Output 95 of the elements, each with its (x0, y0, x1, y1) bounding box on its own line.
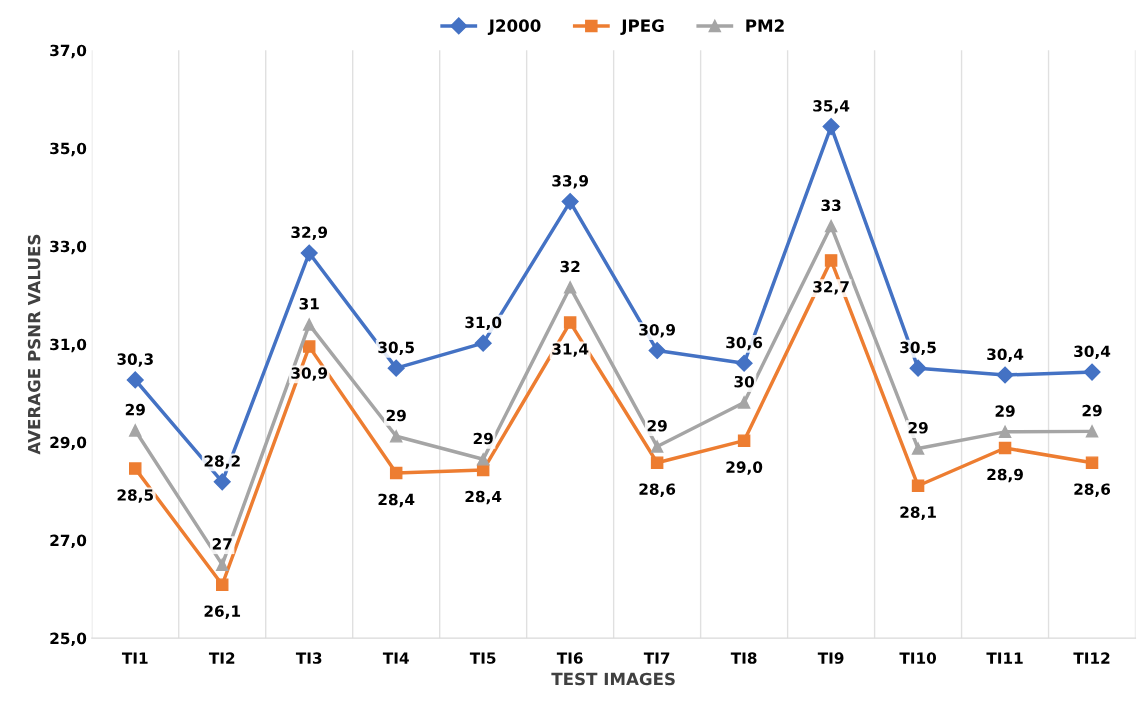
data-label: 29 (1082, 404, 1102, 417)
point (389, 466, 403, 480)
point (213, 473, 231, 491)
data-label: 29 (386, 409, 406, 422)
x-tick-label: TI2 (208, 652, 235, 664)
data-label: 30,9 (291, 367, 328, 381)
data-label: 29 (995, 405, 1015, 417)
point (824, 219, 838, 233)
data-label: 30,5 (378, 341, 414, 356)
data-label: 28,9 (987, 468, 1023, 483)
point (302, 318, 316, 331)
point (735, 354, 753, 372)
x-tick-label: TI8 (730, 652, 757, 664)
point (737, 434, 751, 447)
point (476, 453, 490, 466)
point (563, 281, 577, 294)
data-label: 30,5 (900, 341, 936, 356)
point (998, 425, 1012, 439)
point (300, 244, 318, 262)
point (215, 558, 229, 571)
data-label: 32 (560, 260, 580, 273)
data-label: 29 (125, 403, 145, 416)
data-label: 31 (299, 297, 319, 310)
point (650, 440, 664, 453)
data-label: 33 (821, 199, 841, 212)
data-label: 28,4 (378, 493, 415, 508)
data-label: 30,4 (987, 348, 1024, 362)
data-label: 30,3 (117, 353, 153, 367)
x-tick-label: TI6 (556, 652, 583, 664)
x-axis-title: TEST IMAGES (551, 672, 675, 686)
data-label: 27 (212, 538, 232, 550)
x-tick-label: TI3 (295, 652, 322, 664)
x-tick-label: TI10 (899, 652, 937, 664)
data-label: 31,4 (552, 343, 589, 357)
data-label: 32,7 (813, 281, 849, 295)
data-label: 30,6 (726, 336, 763, 351)
legend-label: J2000 (487, 19, 541, 36)
data-label: 30 (734, 375, 755, 388)
data-label: 30,9 (639, 323, 676, 338)
point (648, 341, 666, 360)
x-tick-label: TI4 (382, 652, 409, 664)
point (996, 366, 1014, 384)
legend-label: PM2 (746, 19, 784, 32)
y-tick-label: 29,0 (50, 436, 87, 451)
legend-label: JPEG (620, 19, 664, 36)
point (563, 316, 577, 329)
data-label: 28,2 (204, 455, 240, 469)
data-label: 29,0 (726, 461, 763, 475)
point (389, 430, 403, 443)
point (474, 334, 492, 352)
x-tick-label: TI5 (469, 652, 496, 664)
data-label: 29 (647, 419, 667, 432)
y-tick-label: 25,0 (50, 632, 87, 647)
point (998, 441, 1012, 455)
point (302, 340, 316, 353)
y-tick-label: 35,0 (50, 142, 87, 157)
y-axis-title: AVERAGE PSNR VALUES (27, 234, 41, 455)
x-tick-label: TI11 (986, 652, 1023, 664)
point (1085, 425, 1099, 438)
data-label: 26,1 (204, 605, 241, 619)
x-tick-label: TI9 (817, 652, 844, 664)
point (822, 118, 840, 136)
data-label: 28,6 (639, 483, 676, 497)
data-label: 28,6 (1074, 483, 1111, 497)
data-label: 30,4 (1074, 345, 1111, 360)
point (1085, 456, 1099, 469)
data-label: 29 (473, 432, 493, 445)
point (215, 578, 229, 591)
point (824, 254, 838, 267)
data-label: 29 (908, 421, 928, 434)
point (128, 424, 142, 437)
data-label: 28,1 (900, 506, 936, 520)
point (911, 442, 925, 455)
point (128, 462, 142, 475)
point (561, 193, 579, 211)
point (1083, 363, 1101, 381)
point (737, 396, 751, 409)
point (126, 371, 144, 389)
x-tick-label: TI12 (1073, 652, 1110, 664)
x-tick-label: TI7 (643, 652, 670, 664)
data-label: 31,0 (465, 316, 502, 331)
y-tick-label: 27,0 (50, 534, 87, 549)
data-label: 28,5 (117, 489, 154, 503)
data-label: 28,4 (465, 490, 502, 505)
y-tick-label: 37,0 (50, 44, 87, 59)
point (387, 359, 405, 377)
data-label: 33,9 (552, 175, 589, 189)
point (911, 479, 925, 493)
y-tick-label: 33,0 (50, 240, 87, 255)
data-label: 35,4 (813, 100, 850, 114)
x-tick-label: TI1 (121, 652, 148, 664)
point (650, 456, 664, 469)
data-label: 32,9 (291, 226, 328, 240)
point (909, 359, 927, 377)
y-tick-label: 31,0 (50, 338, 87, 353)
